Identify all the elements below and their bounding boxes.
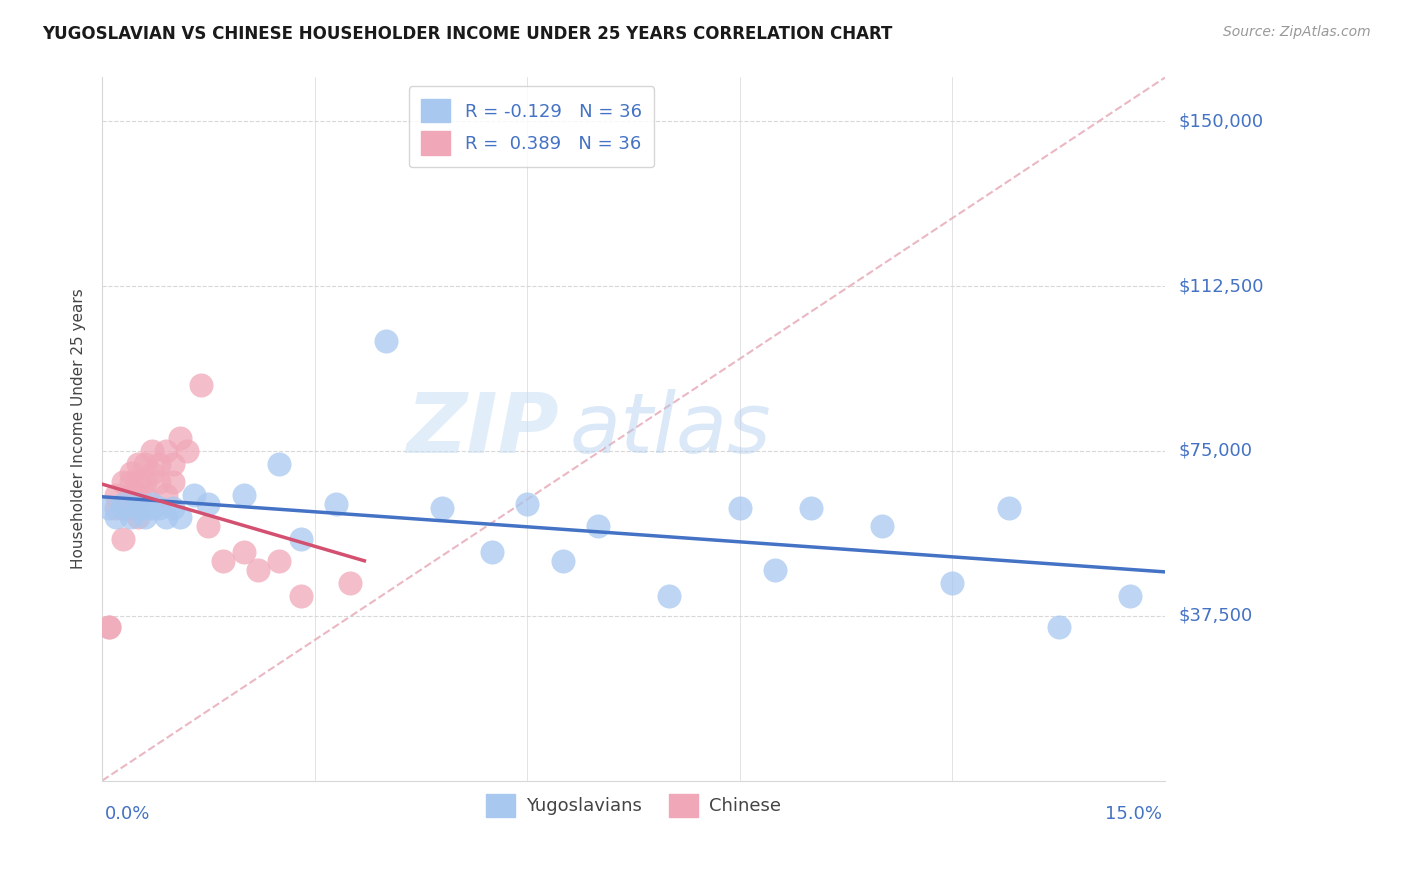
Point — [658, 589, 681, 603]
Point — [120, 466, 142, 480]
Point — [586, 518, 609, 533]
Point — [127, 475, 149, 489]
Point — [98, 501, 121, 516]
Point — [325, 497, 347, 511]
Point — [800, 501, 823, 516]
Point — [127, 501, 149, 516]
Point — [155, 444, 177, 458]
Point — [105, 501, 128, 516]
Point — [197, 497, 219, 511]
Point — [269, 457, 291, 471]
Point — [148, 475, 170, 489]
Point — [269, 554, 291, 568]
Point — [127, 497, 149, 511]
Point — [1047, 620, 1070, 634]
Text: ZIP: ZIP — [406, 389, 560, 469]
Legend: Yugoslavians, Chinese: Yugoslavians, Chinese — [479, 787, 789, 824]
Text: YUGOSLAVIAN VS CHINESE HOUSEHOLDER INCOME UNDER 25 YEARS CORRELATION CHART: YUGOSLAVIAN VS CHINESE HOUSEHOLDER INCOM… — [42, 25, 893, 43]
Point — [290, 589, 312, 603]
Point — [432, 501, 454, 516]
Point — [98, 620, 121, 634]
Point — [1118, 589, 1140, 603]
Point — [105, 488, 128, 502]
Point — [141, 444, 163, 458]
Point — [374, 334, 396, 348]
Point — [155, 488, 177, 502]
Point — [211, 554, 233, 568]
Text: $112,500: $112,500 — [1180, 277, 1264, 295]
Point — [190, 378, 212, 392]
Point — [134, 501, 156, 516]
Point — [290, 532, 312, 546]
Point — [112, 497, 135, 511]
Text: 15.0%: 15.0% — [1105, 805, 1163, 823]
Text: $75,000: $75,000 — [1180, 442, 1253, 460]
Point — [481, 545, 503, 559]
Point — [112, 532, 135, 546]
Point — [112, 501, 135, 516]
Point — [98, 620, 121, 634]
Point — [112, 475, 135, 489]
Point — [169, 509, 191, 524]
Point — [183, 488, 205, 502]
Point — [148, 501, 170, 516]
Point — [197, 518, 219, 533]
Point — [127, 488, 149, 502]
Point — [162, 457, 184, 471]
Text: atlas: atlas — [569, 389, 772, 469]
Point — [551, 554, 574, 568]
Point — [134, 488, 156, 502]
Point — [134, 457, 156, 471]
Point — [176, 444, 198, 458]
Point — [120, 509, 142, 524]
Text: Source: ZipAtlas.com: Source: ZipAtlas.com — [1223, 25, 1371, 39]
Point — [763, 563, 786, 577]
Point — [112, 501, 135, 516]
Point — [728, 501, 751, 516]
Point — [162, 501, 184, 516]
Point — [941, 575, 963, 590]
Point — [155, 509, 177, 524]
Y-axis label: Householder Income Under 25 years: Householder Income Under 25 years — [72, 289, 86, 569]
Point — [141, 497, 163, 511]
Point — [232, 488, 254, 502]
Point — [134, 475, 156, 489]
Point — [516, 497, 538, 511]
Point — [870, 518, 893, 533]
Point — [127, 457, 149, 471]
Point — [339, 575, 361, 590]
Point — [127, 509, 149, 524]
Point — [998, 501, 1021, 516]
Point — [232, 545, 254, 559]
Point — [247, 563, 270, 577]
Point — [169, 431, 191, 445]
Point — [141, 466, 163, 480]
Text: $150,000: $150,000 — [1180, 112, 1264, 130]
Point — [120, 488, 142, 502]
Point — [120, 501, 142, 516]
Point — [148, 457, 170, 471]
Point — [105, 509, 128, 524]
Point — [162, 475, 184, 489]
Text: 0.0%: 0.0% — [105, 805, 150, 823]
Text: $37,500: $37,500 — [1180, 607, 1253, 624]
Point — [134, 509, 156, 524]
Point — [141, 501, 163, 516]
Point — [120, 475, 142, 489]
